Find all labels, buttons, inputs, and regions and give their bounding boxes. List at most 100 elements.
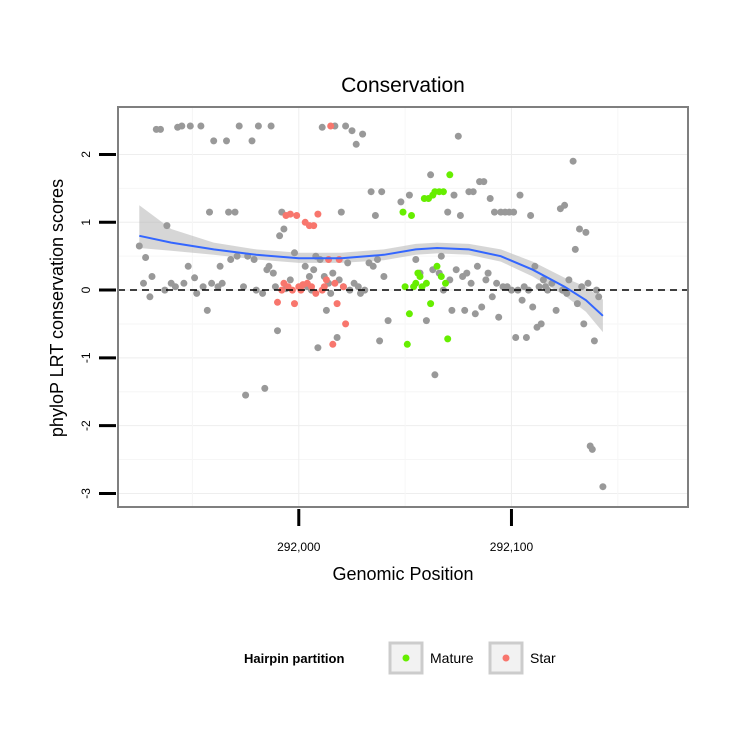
- data-point: [522, 334, 530, 341]
- data-point: [454, 132, 462, 140]
- data-point: [495, 313, 503, 321]
- data-point: [271, 283, 279, 291]
- data-point: [539, 276, 547, 284]
- data-point: [216, 262, 224, 270]
- data-point: [486, 195, 494, 202]
- data-point: [576, 225, 583, 233]
- data-point: [329, 340, 337, 348]
- data-point: [571, 245, 579, 253]
- data-point: [367, 188, 375, 196]
- data-point: [403, 340, 411, 348]
- smooth-trend-line: [139, 234, 604, 317]
- data-point: [369, 262, 377, 270]
- data-point: [422, 317, 430, 325]
- data-point: [231, 208, 239, 216]
- data-point: [561, 201, 569, 209]
- data-point: [371, 212, 379, 219]
- data-point: [320, 283, 328, 291]
- data-point: [448, 306, 456, 314]
- data-point: [233, 252, 241, 260]
- data-point: [537, 320, 545, 328]
- data-point: [416, 273, 424, 280]
- data-point: [223, 137, 230, 145]
- data-point: [180, 279, 188, 287]
- data-point: [569, 157, 577, 165]
- data-point: [473, 262, 481, 270]
- data-point: [301, 262, 309, 270]
- data-point: [267, 122, 275, 130]
- data-point: [480, 178, 488, 186]
- data-point: [314, 344, 322, 352]
- data-point: [308, 283, 315, 291]
- data-point: [225, 208, 233, 216]
- data-point: [376, 337, 384, 345]
- data-point: [274, 298, 281, 306]
- data-point: [482, 276, 490, 284]
- data-point: [293, 212, 301, 219]
- data-point: [186, 122, 194, 130]
- plot-area: -3 -2 -1 0 1 2 292,000 292,100: [79, 106, 689, 554]
- chart-title: Conservation: [341, 74, 465, 97]
- data-point: [512, 334, 520, 341]
- data-point: [146, 293, 154, 301]
- data-point: [269, 269, 277, 277]
- data-point: [329, 269, 337, 277]
- data-point: [461, 306, 469, 314]
- data-point: [335, 256, 343, 263]
- data-point: [488, 293, 496, 301]
- data-point: [161, 286, 169, 294]
- x-axis-label: Genomic Position: [332, 564, 473, 584]
- data-point: [342, 122, 350, 130]
- data-point: [531, 262, 539, 270]
- data-point: [314, 210, 322, 218]
- data-point: [354, 283, 362, 291]
- data-point: [590, 337, 598, 345]
- data-point: [135, 242, 143, 250]
- data-point: [584, 279, 592, 287]
- data-point: [563, 289, 571, 297]
- data-point: [444, 208, 452, 216]
- data-point: [310, 266, 318, 274]
- data-point: [206, 208, 213, 216]
- data-point: [210, 137, 218, 145]
- data-point: [254, 122, 262, 130]
- data-point: [327, 122, 335, 130]
- y-tick-label: -3: [79, 488, 93, 499]
- data-point: [437, 273, 445, 280]
- data-point: [412, 279, 420, 287]
- data-point: [544, 286, 552, 294]
- data-point: [322, 306, 330, 314]
- data-point: [312, 289, 320, 297]
- data-point: [140, 279, 147, 287]
- data-point: [467, 279, 475, 287]
- data-point: [405, 310, 413, 318]
- data-point: [333, 300, 341, 308]
- data-point: [280, 225, 288, 233]
- data-point: [397, 198, 405, 206]
- data-point: [342, 320, 350, 328]
- data-point: [444, 335, 452, 343]
- y-tick-label: 2: [79, 151, 93, 158]
- data-point: [197, 122, 205, 130]
- data-point: [442, 279, 449, 287]
- data-point: [374, 256, 381, 263]
- data-point: [291, 300, 298, 308]
- data-point: [278, 286, 286, 294]
- legend-swatch-star: [502, 654, 510, 662]
- data-point: [325, 256, 333, 263]
- data-point: [399, 208, 407, 216]
- data-point: [142, 254, 150, 261]
- data-point: [582, 228, 590, 236]
- data-point: [240, 283, 247, 291]
- legend: Hairpin partition Mature Star: [244, 641, 556, 675]
- y-tick-label: 1: [79, 219, 93, 226]
- data-point: [322, 276, 330, 284]
- data-point: [339, 283, 347, 291]
- data-point: [593, 286, 600, 294]
- data-point: [431, 371, 439, 379]
- data-point: [193, 289, 201, 297]
- data-point: [433, 262, 441, 270]
- data-point: [208, 279, 216, 287]
- data-point: [412, 256, 420, 263]
- data-point: [259, 289, 267, 297]
